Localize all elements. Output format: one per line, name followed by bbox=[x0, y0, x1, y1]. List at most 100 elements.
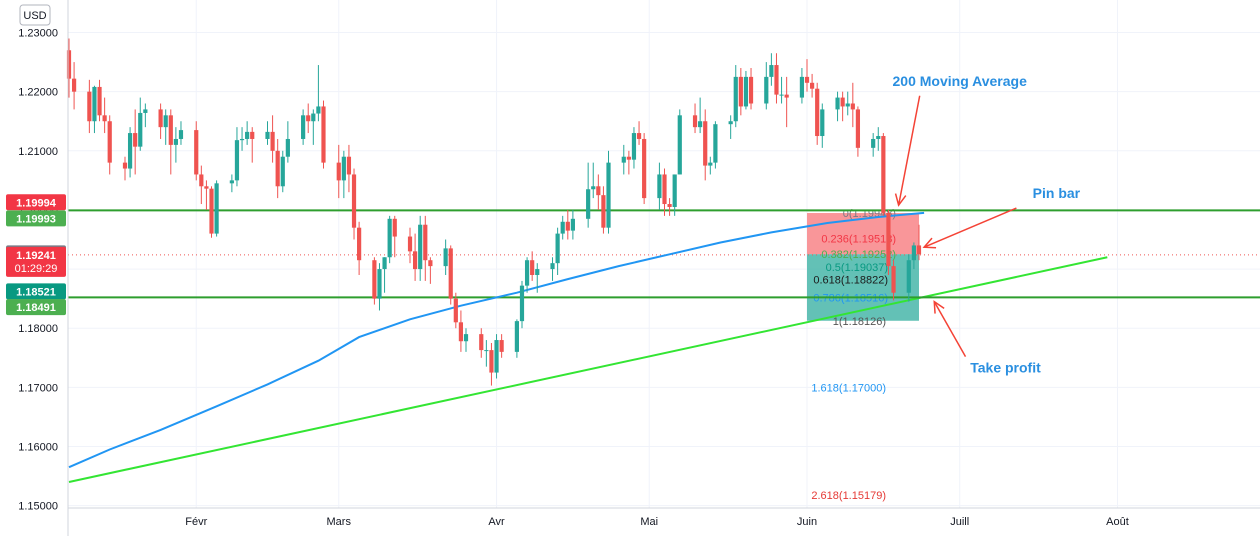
candle[interactable] bbox=[876, 127, 881, 151]
candle[interactable] bbox=[565, 209, 570, 240]
candle[interactable] bbox=[316, 65, 321, 122]
candle[interactable] bbox=[97, 79, 102, 122]
candle[interactable] bbox=[799, 68, 805, 104]
candle[interactable] bbox=[748, 68, 754, 110]
candle[interactable] bbox=[138, 97, 143, 151]
candle[interactable] bbox=[698, 97, 703, 134]
candle[interactable] bbox=[311, 109, 316, 145]
candle[interactable] bbox=[448, 245, 453, 305]
trendline[interactable] bbox=[68, 256, 1108, 483]
candle[interactable] bbox=[601, 186, 606, 234]
candle[interactable] bbox=[738, 68, 743, 116]
price-label[interactable]: 1.18491 bbox=[6, 299, 66, 316]
candle[interactable] bbox=[764, 62, 769, 110]
candle[interactable] bbox=[275, 138, 280, 199]
candle[interactable] bbox=[428, 257, 433, 284]
candle[interactable] bbox=[886, 209, 891, 275]
candle[interactable] bbox=[229, 174, 234, 193]
candle[interactable] bbox=[453, 292, 458, 329]
candle[interactable] bbox=[840, 91, 845, 122]
candle[interactable] bbox=[657, 162, 662, 210]
price-label[interactable]: 1.19993 bbox=[6, 210, 66, 227]
candle[interactable] bbox=[265, 121, 270, 145]
candle[interactable] bbox=[382, 257, 387, 293]
candle[interactable] bbox=[606, 150, 611, 234]
candle[interactable] bbox=[245, 121, 250, 145]
candle[interactable] bbox=[499, 334, 504, 358]
moving-average-line[interactable] bbox=[68, 211, 925, 469]
candle[interactable] bbox=[234, 127, 240, 187]
candle[interactable] bbox=[306, 103, 311, 134]
candle[interactable] bbox=[820, 103, 825, 148]
candle[interactable] bbox=[911, 242, 916, 270]
candle[interactable] bbox=[102, 97, 107, 134]
candle[interactable] bbox=[855, 106, 861, 157]
candle[interactable] bbox=[285, 121, 290, 163]
candle[interactable] bbox=[667, 198, 672, 216]
candle[interactable] bbox=[133, 109, 138, 175]
candle[interactable] bbox=[703, 109, 708, 181]
currency-badge[interactable]: USD bbox=[19, 4, 51, 26]
price-label[interactable]: 1.18521 bbox=[6, 283, 66, 300]
fibonacci-retracement[interactable]: 0(1.19948)0.236(1.19518)0.382(1.19252)0.… bbox=[807, 208, 919, 502]
candle[interactable] bbox=[204, 180, 209, 210]
candle[interactable] bbox=[458, 310, 464, 352]
price-label[interactable]: 1.19994 bbox=[6, 194, 66, 211]
candle[interactable] bbox=[494, 334, 499, 379]
candle[interactable] bbox=[850, 82, 855, 128]
annotation-label[interactable]: 200 Moving Average bbox=[893, 73, 1028, 89]
candle[interactable] bbox=[916, 224, 922, 261]
candle[interactable] bbox=[127, 127, 133, 178]
candle[interactable] bbox=[479, 328, 484, 358]
candle[interactable] bbox=[815, 82, 820, 145]
candle[interactable] bbox=[158, 103, 163, 139]
candle[interactable] bbox=[346, 144, 352, 193]
candle[interactable] bbox=[692, 103, 698, 134]
candle[interactable] bbox=[784, 76, 789, 128]
candle[interactable] bbox=[321, 100, 326, 169]
candle[interactable] bbox=[199, 165, 204, 205]
candle[interactable] bbox=[662, 168, 667, 216]
candle[interactable] bbox=[677, 109, 682, 175]
candle[interactable] bbox=[530, 251, 535, 281]
candle[interactable] bbox=[906, 254, 911, 302]
candle[interactable] bbox=[570, 209, 575, 240]
candle[interactable] bbox=[555, 227, 560, 275]
candle[interactable] bbox=[560, 215, 565, 240]
candle[interactable] bbox=[122, 156, 128, 181]
candle[interactable] bbox=[357, 221, 362, 275]
candle[interactable] bbox=[194, 121, 199, 181]
candle[interactable] bbox=[586, 162, 591, 228]
candle[interactable] bbox=[514, 319, 519, 358]
candle[interactable] bbox=[672, 174, 677, 216]
candle[interactable] bbox=[143, 103, 148, 128]
candle[interactable] bbox=[535, 263, 540, 293]
candle[interactable] bbox=[591, 162, 596, 199]
candle[interactable] bbox=[733, 65, 738, 128]
candle[interactable] bbox=[214, 180, 219, 237]
candle[interactable] bbox=[810, 73, 815, 98]
candle[interactable] bbox=[413, 233, 418, 281]
candle[interactable] bbox=[774, 53, 779, 104]
candle[interactable] bbox=[728, 115, 733, 139]
annotation-label[interactable]: Take profit bbox=[970, 360, 1041, 376]
annotations[interactable]: 200 Moving Average Pin bar Take profit bbox=[893, 73, 1081, 376]
candle[interactable] bbox=[743, 70, 749, 110]
candle[interactable] bbox=[336, 144, 341, 199]
candle[interactable] bbox=[636, 121, 642, 145]
candle[interactable] bbox=[484, 340, 489, 367]
candle[interactable] bbox=[835, 91, 840, 122]
candle[interactable] bbox=[239, 127, 245, 151]
candle[interactable] bbox=[351, 168, 357, 240]
candle[interactable] bbox=[280, 150, 285, 193]
candle[interactable] bbox=[163, 109, 168, 145]
candle[interactable] bbox=[779, 76, 784, 104]
candle[interactable] bbox=[804, 59, 810, 92]
candle[interactable] bbox=[377, 263, 382, 311]
candle[interactable] bbox=[871, 133, 876, 157]
candle[interactable] bbox=[392, 215, 397, 258]
candle[interactable] bbox=[209, 186, 214, 238]
candle[interactable] bbox=[708, 156, 713, 175]
candle[interactable] bbox=[524, 257, 530, 293]
